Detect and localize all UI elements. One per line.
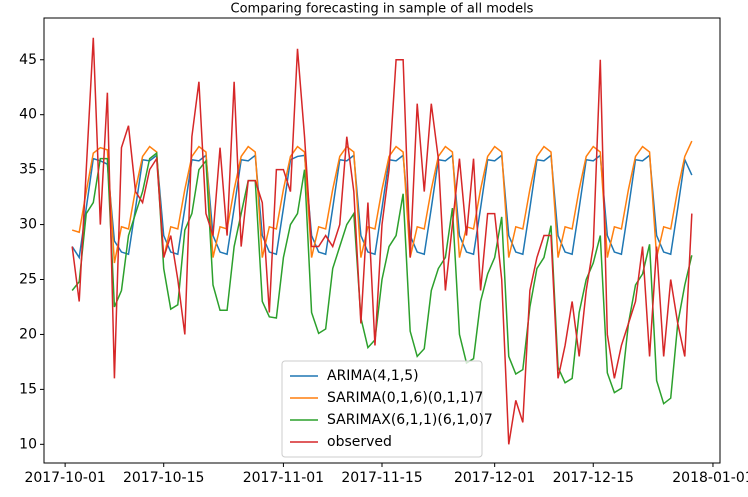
series-line xyxy=(71,140,693,264)
x-tick-label: 2017-10-15 xyxy=(123,470,204,486)
legend-box xyxy=(281,360,483,458)
series-line xyxy=(71,37,693,445)
x-tick-label: 2017-12-15 xyxy=(553,470,634,486)
plot-frame xyxy=(43,17,721,464)
y-tick-label: 10 xyxy=(19,436,37,452)
legend: ARIMA(4,1,5) SARIMA(0,1,6)(0,1,1)7 SARIMAX… xyxy=(281,360,493,458)
y-tick-label: 30 xyxy=(19,217,37,233)
chart-title: Comparing forecasting in sample of all m… xyxy=(231,2,534,17)
x-tick-label: 2017-11-01 xyxy=(243,470,324,486)
legend-label: SARIMA(0,1,6)(0,1,1)7 xyxy=(327,390,483,406)
x-tick-label: 2017-12-01 xyxy=(454,470,535,486)
y-tick-label: 25 xyxy=(19,272,37,288)
x-tick-label: 2017-11-15 xyxy=(341,470,422,486)
y-tick-label: 35 xyxy=(19,162,37,178)
y-tick-label: 45 xyxy=(19,52,37,68)
y-tick-label: 20 xyxy=(19,326,37,342)
legend-label: observed xyxy=(327,434,392,450)
series-line xyxy=(71,153,693,260)
y-tick-label: 40 xyxy=(19,107,37,123)
x-tick-label: 2018-01-01 xyxy=(672,470,748,486)
legend-label: SARIMAX(6,1,1)(6,1,0)7 xyxy=(327,412,493,428)
legend-label: ARIMA(4,1,5) xyxy=(327,368,419,384)
x-tick-label: 2017-10-01 xyxy=(24,470,105,486)
y-tick-label: 15 xyxy=(19,381,37,397)
